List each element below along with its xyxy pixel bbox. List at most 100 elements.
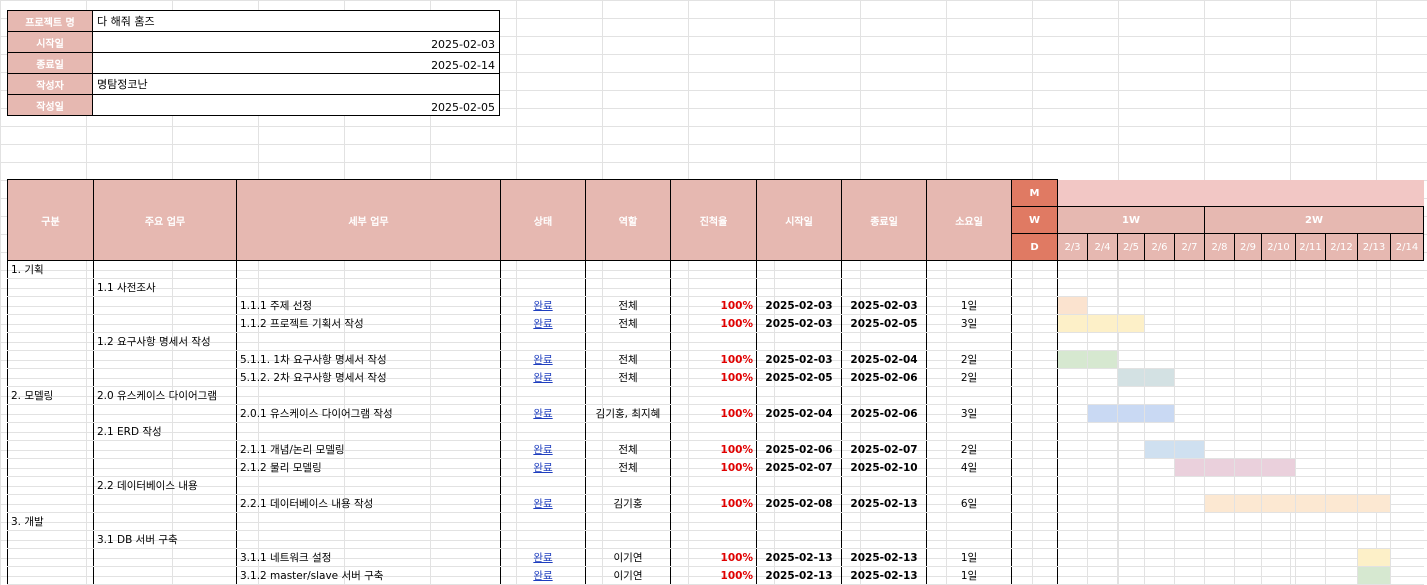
end-date-cell[interactable]: 2025-02-13 [841,548,927,567]
main-task-cell[interactable] [93,350,237,369]
gantt-cell[interactable] [1295,368,1326,387]
gantt-bar-cell[interactable] [1204,458,1235,477]
gantt-cell[interactable] [1204,332,1235,351]
gantt-cell[interactable] [1261,440,1296,459]
gantt-bar-cell[interactable] [1117,314,1145,333]
gantt-cell[interactable] [1117,278,1145,297]
project-info-value[interactable]: 2025-02-05 [92,94,500,116]
gantt-cell[interactable] [1261,314,1296,333]
gantt-cell[interactable] [1174,350,1205,369]
duration-cell[interactable] [926,512,1012,531]
gantt-cell[interactable] [1144,422,1175,441]
gantt-cell[interactable] [1234,278,1262,297]
duration-cell[interactable]: 1일 [926,566,1012,585]
category-cell[interactable] [7,422,94,441]
gantt-cell[interactable] [1390,368,1424,387]
gantt-cell[interactable] [1174,314,1205,333]
gantt-cell[interactable] [1390,494,1424,513]
gantt-cell[interactable] [1144,350,1175,369]
gantt-cell[interactable] [1325,260,1358,279]
gantt-cell[interactable] [1261,512,1296,531]
gantt-cell[interactable] [1117,440,1145,459]
gantt-cell[interactable] [1057,386,1088,405]
gantt-cell[interactable] [1234,548,1262,567]
status-link[interactable] [500,422,586,441]
gantt-cell[interactable] [1390,332,1424,351]
gantt-bar-cell[interactable] [1087,314,1118,333]
gantt-cell[interactable] [1261,476,1296,495]
detail-task-cell[interactable] [236,332,501,351]
detail-task-cell[interactable]: 1.1.2 프로젝트 기획서 작성 [236,314,501,333]
gantt-cell[interactable] [1204,422,1235,441]
gantt-cell[interactable] [1204,350,1235,369]
gantt-cell[interactable] [1357,440,1391,459]
gantt-cell[interactable] [1390,422,1424,441]
status-link[interactable] [500,278,586,297]
main-task-cell[interactable] [93,548,237,567]
gantt-cell[interactable] [1325,278,1358,297]
start-date-cell[interactable] [756,332,842,351]
status-link[interactable]: 완료 [500,494,586,513]
duration-cell[interactable] [926,422,1012,441]
gantt-cell[interactable] [1087,368,1118,387]
gantt-cell[interactable] [1174,404,1205,423]
gantt-cell[interactable] [1204,260,1235,279]
gantt-cell[interactable] [1174,422,1205,441]
gantt-cell[interactable] [1261,296,1296,315]
end-date-cell[interactable]: 2025-02-04 [841,350,927,369]
main-task-cell[interactable] [93,566,237,585]
role-cell[interactable]: 전체 [585,296,671,315]
start-date-cell[interactable]: 2025-02-03 [756,350,842,369]
category-cell[interactable] [7,458,94,477]
gantt-cell[interactable] [1295,296,1326,315]
gantt-cell[interactable] [1390,512,1424,531]
main-task-cell[interactable] [93,440,237,459]
gantt-cell[interactable] [1234,422,1262,441]
gantt-cell[interactable] [1261,404,1296,423]
gantt-cell[interactable] [1390,476,1424,495]
gantt-cell[interactable] [1325,314,1358,333]
gantt-bar-cell[interactable] [1174,458,1205,477]
gantt-cell[interactable] [1325,476,1358,495]
end-date-cell[interactable] [841,512,927,531]
gantt-cell[interactable] [1174,260,1205,279]
category-cell[interactable] [7,368,94,387]
gantt-cell[interactable] [1295,278,1326,297]
progress-cell[interactable]: 100% [670,494,757,513]
end-date-cell[interactable] [841,386,927,405]
detail-task-cell[interactable] [236,422,501,441]
detail-task-cell[interactable] [236,260,501,279]
detail-task-cell[interactable] [236,476,501,495]
end-date-cell[interactable]: 2025-02-03 [841,296,927,315]
gantt-cell[interactable] [1087,458,1118,477]
gantt-bar-cell[interactable] [1057,296,1088,315]
gantt-cell[interactable] [1117,566,1145,585]
gantt-cell[interactable] [1357,512,1391,531]
role-cell[interactable]: 전체 [585,440,671,459]
gantt-cell[interactable] [1117,350,1145,369]
gantt-cell[interactable] [1357,332,1391,351]
gantt-cell[interactable] [1357,260,1391,279]
gantt-cell[interactable] [1087,422,1118,441]
start-date-cell[interactable] [756,422,842,441]
gantt-cell[interactable] [1144,476,1175,495]
end-date-cell[interactable]: 2025-02-13 [841,494,927,513]
duration-cell[interactable] [926,386,1012,405]
status-link[interactable]: 완료 [500,458,586,477]
gantt-cell[interactable] [1261,332,1296,351]
gantt-cell[interactable] [1117,260,1145,279]
progress-cell[interactable]: 100% [670,440,757,459]
gantt-cell[interactable] [1144,458,1175,477]
progress-cell[interactable]: 100% [670,314,757,333]
project-info-value[interactable]: 명탐정코난 [92,73,500,95]
gantt-cell[interactable] [1087,296,1118,315]
category-cell[interactable] [7,548,94,567]
gantt-cell[interactable] [1234,332,1262,351]
start-date-cell[interactable]: 2025-02-13 [756,566,842,585]
gantt-cell[interactable] [1087,278,1118,297]
gantt-cell[interactable] [1261,566,1296,585]
gantt-cell[interactable] [1357,422,1391,441]
gantt-cell[interactable] [1390,548,1424,567]
gantt-cell[interactable] [1261,422,1296,441]
gantt-cell[interactable] [1357,350,1391,369]
